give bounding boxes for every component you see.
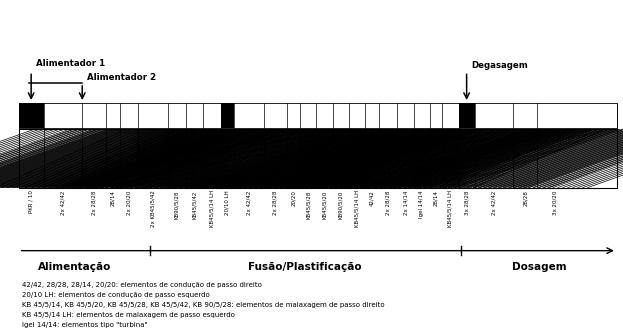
Bar — [203, 129, 221, 188]
Bar — [234, 129, 264, 188]
Bar — [120, 129, 138, 188]
Bar — [414, 129, 430, 188]
Text: Alimentador 1: Alimentador 1 — [36, 59, 105, 68]
Text: 2x 28/28: 2x 28/28 — [386, 190, 391, 214]
Text: 3x 28/28: 3x 28/28 — [464, 190, 469, 214]
Bar — [19, 103, 617, 128]
Bar — [333, 129, 349, 188]
Bar — [186, 129, 203, 188]
Text: Alimentação: Alimentação — [38, 262, 112, 272]
Bar — [186, 129, 203, 188]
Text: Igel 14/14: elementos tipo "turbina": Igel 14/14: elementos tipo "turbina" — [22, 322, 148, 328]
Bar — [221, 103, 234, 128]
Text: 28/28: 28/28 — [523, 190, 528, 206]
Text: Igel 14/14: Igel 14/14 — [419, 190, 424, 218]
Bar — [513, 129, 537, 188]
Text: 2x 28/28: 2x 28/28 — [273, 190, 278, 214]
Text: 42/42, 28/28, 28/14, 20/20: elementos de condução de passo direito: 42/42, 28/28, 28/14, 20/20: elementos de… — [22, 282, 262, 288]
Text: 2x KB45/5/42: 2x KB45/5/42 — [151, 190, 156, 227]
Text: 2x 42/42: 2x 42/42 — [60, 190, 65, 214]
Text: 20/10 LH: elementos de condução de passo esquerdo: 20/10 LH: elementos de condução de passo… — [22, 292, 209, 298]
Bar — [19, 103, 617, 128]
Bar — [300, 129, 316, 188]
Bar — [19, 129, 617, 188]
Text: Degasagem: Degasagem — [472, 61, 528, 70]
Bar — [264, 129, 287, 188]
Bar — [349, 129, 365, 188]
Text: 2x 20/20: 2x 20/20 — [126, 190, 131, 214]
Bar — [168, 129, 186, 188]
Text: 3x 20/20: 3x 20/20 — [553, 190, 558, 214]
Bar — [459, 103, 475, 128]
Text: KB 45/5/14 LH: elementos de malaxagem de passo esquerdo: KB 45/5/14 LH: elementos de malaxagem de… — [22, 312, 235, 318]
Text: 2x 28/28: 2x 28/28 — [92, 190, 97, 214]
Bar — [379, 129, 397, 188]
Text: 2x 42/42: 2x 42/42 — [247, 190, 252, 214]
Bar — [203, 129, 221, 188]
Bar — [537, 129, 573, 188]
Text: KB45/5/14 LH: KB45/5/14 LH — [354, 190, 359, 227]
Bar — [349, 129, 365, 188]
Text: KB 45/5/14, KB 45/5/20, KB 45/5/28, KB 45/5/42, KB 90/5/28: elementos de malaxag: KB 45/5/14, KB 45/5/20, KB 45/5/28, KB 4… — [22, 302, 384, 308]
Bar — [475, 129, 513, 188]
Text: 28/14: 28/14 — [110, 190, 115, 206]
Bar — [82, 129, 106, 188]
Bar — [300, 129, 316, 188]
Bar — [19, 103, 44, 128]
Bar — [316, 129, 333, 188]
Text: 2x 42/42: 2x 42/42 — [492, 190, 497, 214]
Bar — [365, 129, 379, 188]
Bar — [168, 129, 186, 188]
Text: Dosagem: Dosagem — [511, 262, 566, 272]
Bar — [19, 129, 617, 188]
Bar — [414, 129, 430, 188]
Bar — [397, 129, 414, 188]
Text: KB90/5/20: KB90/5/20 — [338, 190, 343, 218]
Text: PKR / 10: PKR / 10 — [29, 190, 34, 213]
Bar — [138, 129, 168, 188]
Text: KB45/5/20: KB45/5/20 — [322, 190, 327, 218]
Bar — [316, 129, 333, 188]
Bar — [442, 129, 459, 188]
Text: 2x 14/14: 2x 14/14 — [403, 190, 408, 214]
Text: KB45/5/42: KB45/5/42 — [192, 190, 197, 218]
Text: 20/20: 20/20 — [291, 190, 296, 206]
Bar — [138, 129, 168, 188]
Text: KB45/5/28: KB45/5/28 — [306, 190, 311, 218]
Text: 28/14: 28/14 — [434, 190, 439, 206]
Bar — [333, 129, 349, 188]
Bar — [442, 129, 459, 188]
Text: KB45/5/14 LH: KB45/5/14 LH — [448, 190, 453, 227]
Bar — [44, 129, 82, 188]
Text: 20/10 LH: 20/10 LH — [225, 190, 230, 215]
Bar — [287, 129, 300, 188]
Text: KB90/5/28: KB90/5/28 — [174, 190, 179, 218]
Text: Fusão/Plastificação: Fusão/Plastificação — [249, 262, 362, 272]
Bar — [106, 129, 120, 188]
Bar — [430, 129, 442, 188]
Text: KB45/5/14 LH: KB45/5/14 LH — [209, 190, 214, 227]
Text: Alimentador 2: Alimentador 2 — [87, 73, 156, 82]
Text: 42/42: 42/42 — [369, 190, 374, 206]
